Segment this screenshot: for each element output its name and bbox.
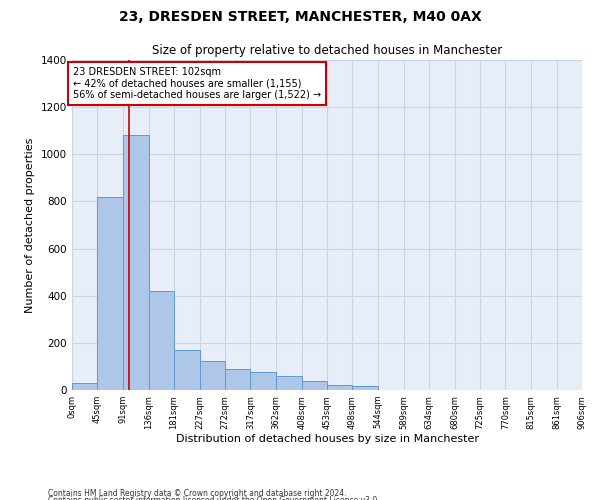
- Bar: [352, 386, 378, 390]
- Bar: [123, 136, 149, 390]
- Text: 23, DRESDEN STREET, MANCHESTER, M40 0AX: 23, DRESDEN STREET, MANCHESTER, M40 0AX: [119, 10, 481, 24]
- Bar: [276, 376, 302, 390]
- Text: 23 DRESDEN STREET: 102sqm
← 42% of detached houses are smaller (1,155)
56% of se: 23 DRESDEN STREET: 102sqm ← 42% of detac…: [73, 67, 321, 100]
- Bar: [149, 291, 174, 390]
- Bar: [72, 383, 97, 390]
- Bar: [250, 372, 276, 390]
- Bar: [174, 350, 200, 390]
- Bar: [327, 386, 352, 390]
- Bar: [225, 369, 250, 390]
- Text: Contains public sector information licensed under the Open Government Licence v3: Contains public sector information licen…: [48, 496, 380, 500]
- Bar: [200, 360, 225, 390]
- Title: Size of property relative to detached houses in Manchester: Size of property relative to detached ho…: [152, 44, 502, 58]
- X-axis label: Distribution of detached houses by size in Manchester: Distribution of detached houses by size …: [176, 434, 479, 444]
- Bar: [302, 380, 327, 390]
- Bar: [97, 196, 123, 390]
- Y-axis label: Number of detached properties: Number of detached properties: [25, 138, 35, 312]
- Text: Contains HM Land Registry data © Crown copyright and database right 2024.: Contains HM Land Registry data © Crown c…: [48, 488, 347, 498]
